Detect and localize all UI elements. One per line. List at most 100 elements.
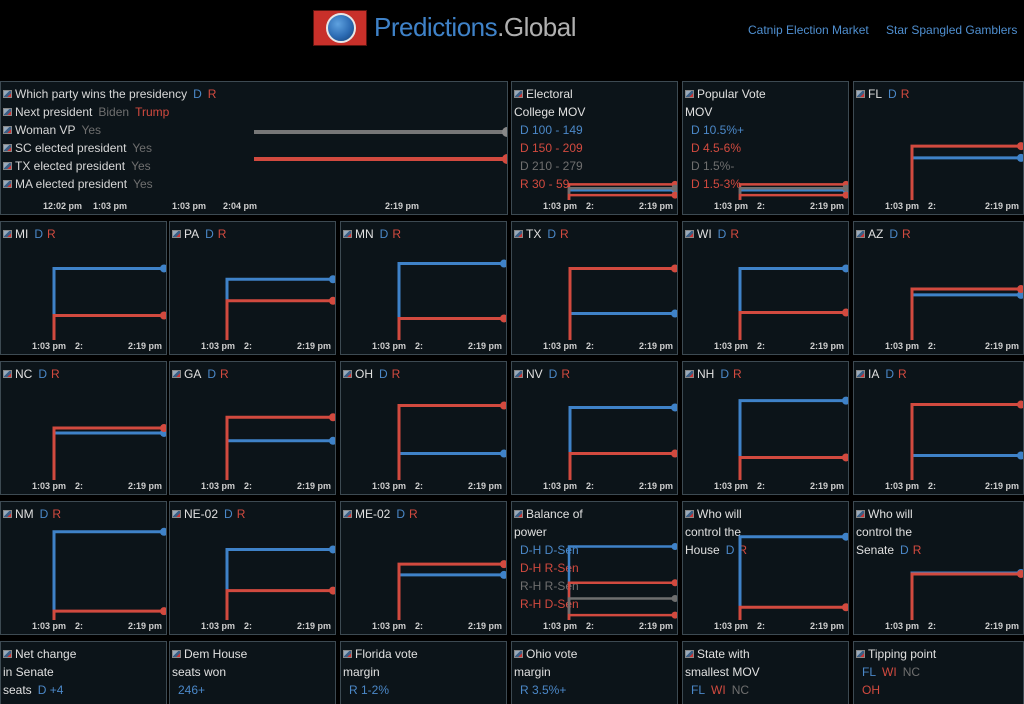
market-option[interactable]: R 30 - 59: [520, 177, 570, 191]
rep-option[interactable]: R: [912, 543, 922, 557]
market-panel-electoral[interactable]: Electoral College MOV D 100 - 149 D 150 - 2…: [511, 81, 678, 215]
market-row[interactable]: Which party wins the presidency D R: [1, 85, 216, 103]
globe-logo[interactable]: [313, 10, 367, 46]
market-option[interactable]: Yes: [81, 123, 102, 137]
market-option[interactable]: NC: [902, 665, 921, 679]
dem-option[interactable]: D: [885, 367, 895, 381]
market-panel-nm[interactable]: NM D R 1:03 pm 2: 2:19 pm: [0, 501, 167, 635]
rep-option[interactable]: R: [738, 543, 748, 557]
dem-option[interactable]: D: [39, 507, 49, 521]
dem-option[interactable]: D: [889, 227, 899, 241]
rep-option[interactable]: R: [47, 227, 56, 241]
market-option[interactable]: Yes: [131, 159, 151, 173]
market-option[interactable]: D 100 - 149: [520, 123, 583, 137]
main-market-panel[interactable]: Which party wins the presidency D R Next pr…: [0, 81, 508, 215]
dem-option[interactable]: D: [38, 367, 48, 381]
market-option[interactable]: D 210 - 279: [520, 159, 583, 173]
dem-option[interactable]: D: [900, 543, 909, 557]
dem-option[interactable]: D: [224, 507, 233, 521]
rep-option[interactable]: R: [220, 367, 229, 381]
market-panel-fl[interactable]: FL D R 1:03 pm 2: 2:19 pm: [853, 81, 1024, 215]
market-panel-netchange[interactable]: Net change in Senate seats D +4: [0, 641, 167, 704]
dem-option[interactable]: D: [717, 227, 727, 241]
market-row[interactable]: SC elected president Yes: [1, 139, 216, 157]
nav-link-ssg[interactable]: Star Spangled Gamblers: [886, 23, 1018, 37]
market-option[interactable]: R: [207, 87, 217, 101]
rep-option[interactable]: R: [898, 367, 907, 381]
market-panel-smallest[interactable]: State with smallest MOV FL WI NC: [682, 641, 849, 704]
dem-option[interactable]: D: [379, 367, 388, 381]
rep-option[interactable]: R: [730, 227, 740, 241]
market-option[interactable]: D 1.5%-: [691, 159, 735, 173]
dem-option[interactable]: D: [725, 543, 735, 557]
market-option[interactable]: D 4.5-6%: [691, 141, 742, 155]
rep-option[interactable]: R: [392, 227, 402, 241]
market-option[interactable]: Trump: [135, 105, 170, 119]
market-option[interactable]: FL: [862, 665, 877, 679]
rep-option[interactable]: R: [236, 507, 246, 521]
dem-option[interactable]: D: [720, 367, 730, 381]
market-option[interactable]: R-H R-Sen: [520, 579, 579, 593]
market-option[interactable]: D-H D-Sen: [520, 543, 579, 557]
market-panel-ne-02[interactable]: NE-02 D R 1:03 pm 2: 2:19 pm: [169, 501, 336, 635]
market-panel-popular[interactable]: Popular Vote MOV D 10.5%+ D 4.5-6% D 1.5%- D …: [682, 81, 849, 215]
market-option[interactable]: D 10.5%+: [691, 123, 745, 137]
dem-option[interactable]: D: [396, 507, 406, 521]
market-option[interactable]: NC: [731, 683, 750, 697]
market-panel-ohmargin[interactable]: Ohio vote margin R 3.5%+: [511, 641, 678, 704]
rep-option[interactable]: R: [561, 367, 571, 381]
market-row[interactable]: MA elected president Yes: [1, 175, 216, 193]
market-row[interactable]: Next president Biden Trump: [1, 103, 216, 121]
market-panel-senate[interactable]: Who will control the Senate D R 1:03 pm 2: 2:19…: [853, 501, 1024, 635]
market-panel-flmargin[interactable]: Florida vote margin R 1-2%: [340, 641, 507, 704]
market-panel-me-02[interactable]: ME-02 D R 1:03 pm 2: 2:19 pm: [340, 501, 507, 635]
rep-option[interactable]: R: [900, 87, 910, 101]
dem-option[interactable]: D: [205, 227, 214, 241]
rep-option[interactable]: R: [52, 507, 62, 521]
market-option[interactable]: D: [193, 87, 202, 101]
rep-option[interactable]: R: [409, 507, 418, 521]
market-panel-balance[interactable]: Balance of power D-H D-Sen D-H R-Sen R-H R-S…: [511, 501, 678, 635]
brand-title[interactable]: Predictions.Global: [374, 12, 577, 43]
market-panel-nc[interactable]: NC D R 1:03 pm 2: 2:19 pm: [0, 361, 167, 495]
market-panel-pa[interactable]: PA D R 1:03 pm 2: 2:19 pm: [169, 221, 336, 355]
market-option[interactable]: Yes: [132, 141, 152, 155]
market-option[interactable]: WI: [711, 683, 726, 697]
nav-link-catnip[interactable]: Catnip Election Market: [748, 23, 869, 37]
rep-option[interactable]: R: [733, 367, 742, 381]
rep-option[interactable]: R: [902, 227, 911, 241]
dem-option[interactable]: D: [207, 367, 217, 381]
market-panel-wi[interactable]: WI D R 1:03 pm 2: 2:19 pm: [682, 221, 849, 355]
rep-option[interactable]: R: [51, 367, 60, 381]
market-panel-oh[interactable]: OH D R 1:03 pm 2: 2:19 pm: [340, 361, 507, 495]
market-panel-tipping[interactable]: Tipping point FL WI NC OH: [853, 641, 1024, 704]
market-option[interactable]: D 1.5-3%: [691, 177, 742, 191]
rep-option[interactable]: R: [391, 367, 401, 381]
dem-option[interactable]: D: [379, 227, 389, 241]
rep-option[interactable]: R: [217, 227, 227, 241]
market-option[interactable]: R 3.5%+: [520, 683, 567, 697]
dem-option[interactable]: D: [547, 227, 557, 241]
market-panel-tx[interactable]: TX D R 1:03 pm 2: 2:19 pm: [511, 221, 678, 355]
dem-option[interactable]: D: [34, 227, 44, 241]
dem-option[interactable]: D: [888, 87, 897, 101]
market-row[interactable]: TX elected president Yes: [1, 157, 216, 175]
market-option[interactable]: D-H R-Sen: [520, 561, 579, 575]
market-option[interactable]: WI: [882, 665, 897, 679]
market-panel-nv[interactable]: NV D R 1:03 pm 2: 2:19 pm: [511, 361, 678, 495]
market-option[interactable]: D 150 - 209: [520, 141, 583, 155]
market-option[interactable]: FL: [691, 683, 706, 697]
market-panel-mn[interactable]: MN D R 1:03 pm 2: 2:19 pm: [340, 221, 507, 355]
market-option[interactable]: Biden: [98, 105, 130, 119]
market-option[interactable]: R-H D-Sen: [520, 597, 579, 611]
market-option[interactable]: OH: [862, 683, 880, 697]
market-panel-house[interactable]: Who will control the House D R 1:03 pm 2: 2:19 …: [682, 501, 849, 635]
market-panel-mi[interactable]: MI D R 1:03 pm 2: 2:19 pm: [0, 221, 167, 355]
market-option[interactable]: D +4: [37, 683, 64, 697]
market-row[interactable]: Woman VP Yes: [1, 121, 216, 139]
rep-option[interactable]: R: [560, 227, 569, 241]
market-panel-az[interactable]: AZ D R 1:03 pm 2: 2:19 pm: [853, 221, 1024, 355]
dem-option[interactable]: D: [548, 367, 558, 381]
market-option[interactable]: R 1-2%: [349, 683, 390, 697]
market-panel-demhouse[interactable]: Dem House seats won 246+: [169, 641, 336, 704]
